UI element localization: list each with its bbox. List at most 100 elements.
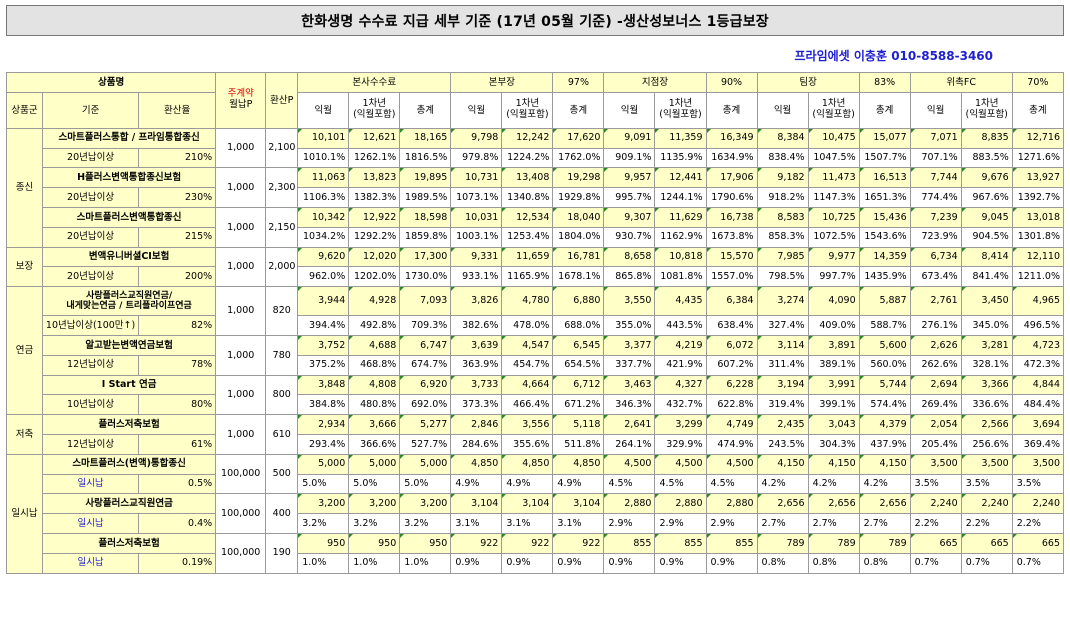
commission-amount: 16,781 [552, 246, 605, 268]
commission-percent: 933.1% [450, 266, 503, 288]
commission-percent: 1816.5% [399, 147, 452, 169]
commission-percent: 432.7% [654, 394, 707, 416]
commission-percent: 328.1% [960, 354, 1013, 376]
commission-percent: 0.9% [450, 552, 503, 574]
col-year1-label: 1차년 [821, 98, 846, 110]
col-total: 총계 [552, 91, 605, 129]
commission-percent: 1634.9% [705, 147, 758, 169]
table-row: 종신 스마트플러스통합 / 프라임통합종신 1,000 2,100 10,101 12,6… [5, 127, 1065, 248]
col-month: 익월 [756, 91, 809, 129]
commission-percent: 1507.7% [858, 147, 911, 169]
commission-percent: 3.1% [552, 513, 605, 534]
commission-percent: 1034.2% [297, 226, 350, 248]
commission-amount: 4,435 [654, 286, 707, 317]
commission-percent: 4.2% [807, 473, 860, 495]
commission-amount: 2,656 [858, 493, 911, 515]
monthly-p: 1,000 [215, 246, 267, 288]
converted-p: 190 [265, 532, 299, 574]
commission-amount: 3,848 [297, 374, 350, 396]
commission-percent: 284.6% [450, 433, 503, 455]
commission-percent: 472.3% [1011, 354, 1065, 376]
section-header-1: 본부장 [450, 72, 554, 93]
commission-amount: 3,450 [960, 286, 1013, 317]
commission-amount: 9,620 [297, 246, 350, 268]
commission-percent: 1989.5% [399, 187, 452, 208]
commission-percent: 466.4% [501, 394, 554, 416]
criteria: 20년납이상 [42, 187, 140, 208]
commission-percent: 3.2% [348, 513, 401, 534]
commission-amount: 3,299 [654, 414, 707, 435]
conversion-rate: 0.5% [138, 473, 217, 495]
table-row-percent: 10년납이상(100만↑) 82% 394.4% 492.8% 709.3% 382.6%… [7, 315, 1065, 336]
commission-amount: 2,566 [960, 414, 1013, 435]
table-row-percent: 12년납이상 61% 293.4% 366.6% 527.7% 284.6% 355.6% 5… [7, 433, 1065, 455]
commission-amount: 9,798 [450, 127, 503, 149]
commission-amount: 11,659 [501, 246, 554, 268]
conversion-rate: 61% [138, 433, 217, 455]
commission-percent: 1730.0% [399, 266, 452, 288]
commission-amount: 4,965 [1011, 286, 1065, 317]
commission-amount: 5,000 [348, 453, 401, 475]
commission-percent: 366.6% [348, 433, 401, 455]
commission-percent: 355.6% [501, 433, 554, 455]
commission-percent: 1073.1% [450, 187, 503, 208]
col-month: 익월 [909, 91, 962, 129]
col-year1-label: 1차년 [362, 98, 387, 110]
commission-percent: 527.7% [399, 433, 452, 455]
commission-amount: 4,928 [348, 286, 401, 317]
criteria: 20년납이상 [42, 226, 140, 248]
commission-amount: 8,414 [960, 246, 1013, 268]
commission-amount: 7,093 [399, 286, 452, 317]
commission-percent: 492.8% [348, 315, 401, 336]
commission-percent: 1081.8% [654, 266, 707, 288]
commission-amount: 4,500 [705, 453, 758, 475]
product-name: 스마트플러스(변액)통합종신 [42, 453, 217, 475]
commission-percent: 883.5% [960, 147, 1013, 169]
commission-amount: 3,991 [807, 374, 860, 396]
commission-amount: 4,150 [858, 453, 911, 475]
col-year1: 1차년 (익월포함) [807, 91, 860, 129]
commission-amount: 6,228 [705, 374, 758, 396]
commission-amount: 9,676 [960, 167, 1013, 189]
commission-percent: 798.5% [756, 266, 809, 288]
commission-amount: 2,880 [654, 493, 707, 515]
commission-percent: 709.3% [399, 315, 452, 336]
commission-amount: 2,240 [960, 493, 1013, 515]
commission-percent: 496.5% [1011, 315, 1065, 336]
criteria: 20년납이상 [42, 147, 140, 169]
commission-amount: 4,219 [654, 334, 707, 356]
commission-percent: 654.5% [552, 354, 605, 376]
commission-amount: 4,664 [501, 374, 554, 396]
commission-amount: 9,331 [450, 246, 503, 268]
commission-percent: 2.2% [909, 513, 962, 534]
commission-amount: 10,725 [807, 206, 860, 228]
conversion-rate: 0.4% [138, 513, 217, 534]
commission-amount: 12,110 [1011, 246, 1065, 268]
commission-amount: 6,920 [399, 374, 452, 396]
commission-amount: 2,626 [909, 334, 962, 356]
commission-percent: 0.8% [756, 552, 809, 574]
section-header-3: 팀장 [756, 72, 860, 93]
commission-amount: 18,598 [399, 206, 452, 228]
monthly-p: 1,000 [215, 334, 267, 376]
table-row: I Start 연금 1,000 800 3,848 4,808 6,920 3,733 4,… [7, 374, 1065, 416]
commission-amount: 16,738 [705, 206, 758, 228]
converted-p: 2,100 [265, 127, 299, 169]
table-row-percent: 일시납 0.5% 5.0% 5.0% 5.0% 4.9% 4.9% 4.9% 4.5% 4.5% 4… [7, 473, 1065, 495]
commission-amount: 9,091 [603, 127, 656, 149]
commission-percent: 1.0% [348, 552, 401, 574]
product-name: 사랑플러스교직원연금 [42, 493, 217, 515]
commission-amount: 2,656 [807, 493, 860, 515]
product-name: 스마트플러스변액통합종신 [42, 206, 217, 228]
commission-percent: 5.0% [399, 473, 452, 495]
commission-percent: 2.2% [1011, 513, 1065, 534]
commission-amount: 6,072 [705, 334, 758, 356]
commission-percent: 1392.7% [1011, 187, 1065, 208]
commission-percent: 1543.6% [858, 226, 911, 248]
commission-table: 상품명 주계약 월납P 환산P 본사수수료 본부장 97% 지점장 90% 팀장 83% 위촉FC 70… [5, 72, 1065, 574]
commission-percent: 3.2% [399, 513, 452, 534]
commission-percent: 1292.2% [348, 226, 401, 248]
commission-percent: 1224.2% [501, 147, 554, 169]
product-name: 플러스저축보험 [42, 532, 217, 554]
